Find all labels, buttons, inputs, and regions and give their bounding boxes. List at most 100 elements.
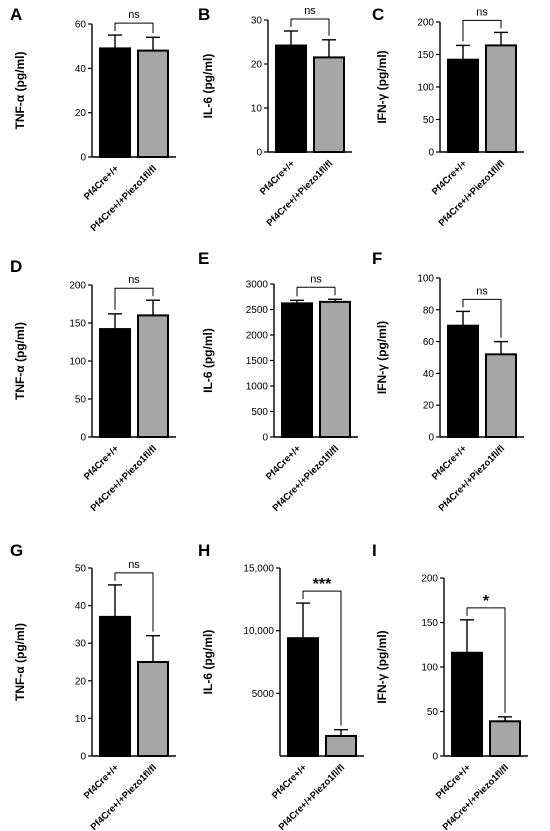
significance-label: ns	[304, 5, 316, 17]
y-axis-label: TNF-α (pg/ml)	[13, 322, 27, 400]
x-category-label: Pf4Cre+/+Piezo1fl/fl	[89, 762, 160, 831]
y-tick-label: 10	[75, 714, 87, 725]
x-category-label: Pf4Cre+/+Piezo1fl/fl	[437, 158, 508, 229]
significance-bracket	[114, 572, 154, 632]
y-axis-label: IL-6 (pg/ml)	[201, 630, 215, 695]
y-tick-label: 10,000	[243, 626, 274, 637]
y-tick-label: 40	[75, 601, 87, 612]
x-category-label: Pf4Cre+/+Piezo1fl/fl	[265, 158, 336, 229]
x-category-label: Pf4Cre+/+Piezo1fl/fl	[89, 163, 160, 234]
significance-label: ns	[476, 6, 488, 18]
y-tick-label: 100	[69, 357, 86, 368]
y-axis-label: IL-6 (pg/ml)	[201, 54, 215, 119]
panel-i: I IFN-γ (pg/ml) 0 50 100 150 200 Pf4Cre+/+Pf4Cr…	[372, 541, 528, 831]
significance-label: ns	[128, 274, 140, 286]
x-category-label: Pf4Cre+/+	[82, 163, 121, 202]
x-category-label: Pf4Cre+/+Piezo1fl/fl	[271, 443, 342, 514]
x-category-label: Pf4Cre+/+	[430, 443, 469, 482]
panel-c: C IFN-γ (pg/ml) 0 50 100 150 200 Pf4Cre+/+Pf4Cr…	[372, 5, 524, 229]
y-tick-label: 60	[75, 20, 87, 31]
bar-2	[485, 44, 517, 153]
panel-letter: I	[372, 541, 377, 560]
significance-label: ns	[476, 285, 488, 297]
y-tick-label: 150	[69, 319, 86, 330]
significance-bracket	[296, 286, 336, 297]
significance-bracket	[114, 22, 154, 34]
y-tick-label: 10	[251, 104, 263, 115]
y-tick-label: 2000	[246, 331, 269, 342]
significance-bracket	[466, 607, 506, 713]
bar-2	[325, 734, 357, 757]
significance-bracket	[462, 298, 502, 338]
panel-g: G TNF-α (pg/ml) 0 10 20 30 40 50 Pf4Cre+/+Pf4Cre…	[10, 541, 176, 831]
panel-letter: A	[10, 5, 22, 24]
y-tick-label: 50	[427, 707, 439, 718]
significance-bracket	[302, 590, 342, 726]
significance-bracket	[462, 19, 502, 42]
x-category-label: Pf4Cre+/+	[264, 443, 303, 482]
y-tick-label: 100	[421, 663, 438, 674]
y-tick-label: 0	[262, 433, 268, 444]
x-category-label: Pf4Cre+/+Piezo1fl/fl	[89, 443, 160, 514]
y-axis-label: IL-6 (pg/ml)	[201, 328, 215, 393]
y-tick-label: 0	[256, 148, 262, 159]
y-tick-label: 0	[432, 752, 438, 763]
y-tick-label: 30	[75, 639, 87, 650]
panel-letter: G	[10, 541, 23, 560]
bar-2	[485, 353, 517, 439]
panel-e: E IL-6 (pg/ml) 0 500 1000 1500 2000 2500 3000 Pf4…	[198, 249, 358, 514]
x-category-label: Pf4Cre+/+	[430, 158, 469, 197]
y-tick-label: 200	[417, 18, 434, 29]
y-tick-label: 40	[423, 369, 435, 380]
panel-h: H IL-6 (pg/ml) 5000 10,000 15,000 Pf4Cre+/+Pf…	[198, 541, 364, 831]
significance-label: ***	[313, 576, 332, 593]
significance-label: *	[483, 593, 490, 610]
x-category-label: Pf4Cre+/+	[270, 762, 309, 801]
bar-2	[137, 314, 169, 438]
y-tick-label: 0	[80, 153, 86, 164]
bar-2	[313, 56, 345, 153]
significance-label: ns	[310, 273, 322, 285]
y-tick-label: 100	[417, 274, 434, 285]
y-tick-label: 50	[75, 564, 87, 575]
y-tick-label: 150	[421, 618, 438, 629]
y-axis-label: IFN-γ (pg/ml)	[375, 321, 389, 394]
y-tick-label: 20	[251, 60, 263, 71]
bar-1	[447, 58, 479, 154]
y-tick-label: 200	[69, 281, 86, 292]
x-category-label: Pf4Cre+/+	[82, 762, 121, 801]
y-tick-label: 200	[421, 574, 438, 585]
bar-1	[451, 651, 483, 758]
bar-1	[275, 44, 307, 154]
y-tick-label: 500	[251, 407, 268, 418]
y-tick-label: 0	[428, 433, 434, 444]
y-tick-label: 20	[423, 401, 435, 412]
bar-2	[489, 720, 521, 757]
y-tick-label: 30	[251, 16, 263, 27]
x-category-label: Pf4Cre+/+	[82, 443, 121, 482]
y-tick-label: 50	[423, 115, 435, 126]
panel-b: B IL-6 (pg/ml) 0 10 20 30 Pf4Cre+/+Pf4Cre+/+Pi…	[198, 5, 352, 229]
y-tick-label: 0	[80, 752, 86, 763]
bar-2	[137, 661, 169, 757]
panel-letter: D	[10, 257, 22, 276]
x-category-label: Pf4Cre+/+	[258, 158, 297, 197]
significance-bracket	[114, 287, 154, 310]
significance-bracket	[290, 18, 330, 36]
significance-label: ns	[128, 559, 140, 571]
y-tick-label: 2500	[246, 305, 269, 316]
y-tick-label: 50	[75, 395, 87, 406]
x-category-label: Pf4Cre+/+Piezo1fl/fl	[437, 443, 508, 514]
y-axis-label: IFN-γ (pg/ml)	[375, 50, 389, 123]
y-tick-label: 15,000	[243, 564, 274, 575]
bar-2	[319, 300, 351, 438]
y-tick-label: 1500	[246, 356, 269, 367]
bar-1	[281, 302, 313, 438]
y-axis-label: TNF-α (pg/ml)	[13, 51, 27, 129]
panel-letter: E	[198, 249, 209, 268]
y-tick-label: 20	[75, 108, 87, 119]
y-tick-label: 100	[417, 83, 434, 94]
panel-f: F IFN-γ (pg/ml) 0 20 40 60 80 100 Pf4Cre+/+Pf4Cr…	[372, 249, 524, 514]
y-tick-label: 20	[75, 676, 87, 687]
y-tick-label: 5000	[252, 689, 275, 700]
